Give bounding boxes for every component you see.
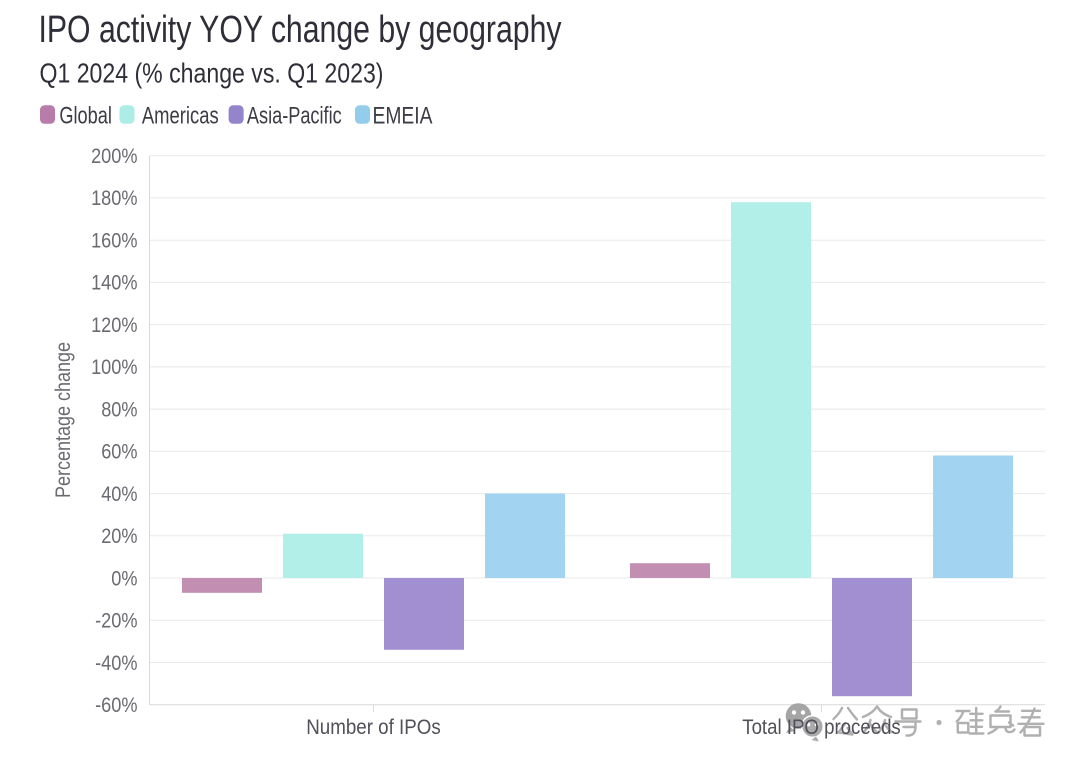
svg-text:Total IPO proceeds: Total IPO proceeds — [742, 716, 901, 739]
svg-text:0%: 0% — [111, 567, 137, 590]
svg-text:IPO activity YOY change by geo: IPO activity YOY change by geography — [39, 9, 562, 51]
svg-text:Number of IPOs: Number of IPOs — [306, 716, 441, 739]
svg-text:40%: 40% — [101, 483, 137, 506]
svg-text:-40%: -40% — [95, 652, 137, 675]
svg-text:EMEIA: EMEIA — [373, 102, 433, 129]
svg-text:160%: 160% — [91, 230, 137, 253]
svg-text:Percentage change: Percentage change — [52, 342, 75, 498]
svg-text:Americas: Americas — [142, 102, 219, 129]
svg-text:Asia-Pacific: Asia-Pacific — [247, 102, 342, 129]
svg-text:100%: 100% — [91, 356, 137, 379]
svg-text:20%: 20% — [101, 525, 137, 548]
svg-text:-20%: -20% — [95, 610, 137, 633]
svg-text:60%: 60% — [101, 441, 137, 464]
svg-text:Global: Global — [59, 102, 112, 129]
svg-text:120%: 120% — [91, 314, 137, 337]
svg-text:200%: 200% — [91, 145, 137, 168]
svg-text:180%: 180% — [91, 187, 137, 210]
svg-text:140%: 140% — [91, 272, 137, 295]
svg-text:80%: 80% — [101, 398, 137, 421]
svg-text:Q1 2024 (% change vs. Q1 2023): Q1 2024 (% change vs. Q1 2023) — [40, 57, 384, 88]
svg-text:-60%: -60% — [95, 694, 137, 717]
